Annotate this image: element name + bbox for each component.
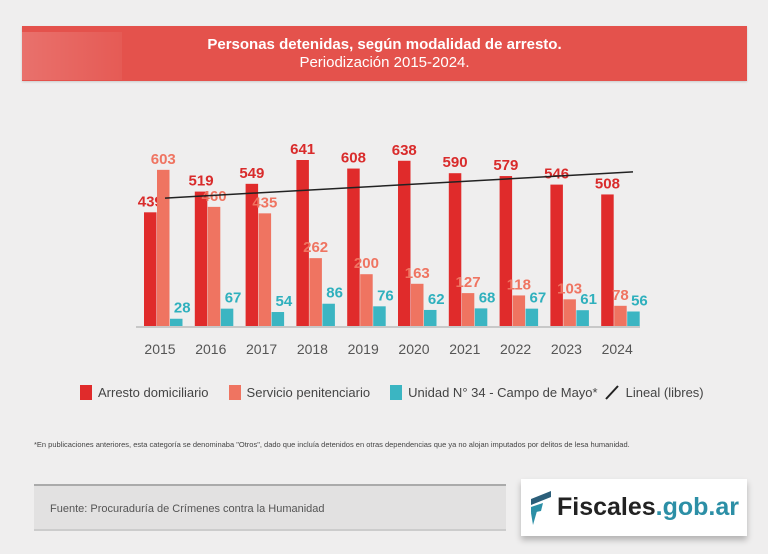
data-label: 118: [507, 276, 531, 293]
bar: [258, 213, 272, 326]
bar: [474, 308, 488, 326]
bar: [360, 274, 373, 326]
bar: [144, 212, 157, 326]
data-label: 103: [557, 280, 582, 297]
legend-label: Lineal (libres): [625, 384, 704, 400]
bar: [550, 184, 563, 326]
bar: [601, 194, 614, 326]
footnote: *En publicaciones anteriores, esta categ…: [34, 440, 630, 449]
data-label: 56: [631, 292, 648, 309]
data-label: 641: [290, 141, 315, 158]
source-note: Fuente: Procuraduría de Crímenes contra …: [34, 484, 506, 531]
logo-f-icon: [530, 490, 551, 525]
bar: [373, 306, 386, 326]
bar: [411, 283, 424, 326]
data-label: 519: [189, 173, 214, 190]
data-label: 608: [341, 150, 366, 167]
data-label: 638: [392, 142, 417, 159]
legend-swatch-servicio: [228, 384, 241, 400]
bar: [207, 206, 221, 326]
data-label: 67: [530, 290, 547, 307]
bar: [627, 311, 640, 326]
x-tick-label: 2019: [348, 341, 379, 357]
bar: [525, 308, 539, 326]
data-label: 549: [239, 165, 264, 182]
bar: [563, 299, 576, 326]
data-label: 62: [428, 291, 445, 308]
x-tick-label: 2021: [449, 341, 480, 357]
data-label: 546: [544, 166, 569, 183]
trendline-legend-icon: [604, 385, 619, 400]
x-tick-label: 2023: [551, 341, 582, 357]
data-label: 262: [303, 239, 328, 256]
bar: [296, 160, 309, 326]
title-banner: Personas detenidas, según modalidad de a…: [22, 26, 747, 81]
x-tick-label: 2016: [195, 341, 226, 357]
data-label: 127: [456, 274, 481, 291]
data-label: 439: [138, 193, 163, 210]
bar: [512, 295, 526, 326]
data-label: 163: [405, 265, 430, 282]
data-label: 67: [225, 290, 242, 307]
data-label: 508: [595, 175, 620, 192]
banner-decoration: [22, 32, 122, 80]
x-tick-label: 2018: [297, 341, 328, 357]
data-label: 68: [479, 289, 496, 306]
bar: [309, 258, 322, 326]
bar: [614, 305, 627, 326]
fiscales-logo: Fiscales .gob.ar: [521, 479, 747, 536]
bar: [424, 309, 437, 326]
chart-subtitle: Periodización 2015-2024.: [299, 54, 470, 71]
bar: [170, 318, 183, 326]
bar: [398, 160, 411, 326]
data-label: 28: [174, 300, 191, 317]
bar: [194, 191, 208, 326]
bar: [220, 308, 234, 326]
x-tick-label: 2017: [246, 341, 277, 357]
data-label: 61: [580, 291, 597, 308]
chart-title: Personas detenidas, según modalidad de a…: [207, 36, 562, 53]
bar: [499, 176, 513, 326]
bar: [448, 173, 462, 326]
bar: [461, 293, 475, 326]
bar: [322, 303, 335, 326]
data-label: 603: [151, 151, 176, 168]
x-tick-label: 2022: [500, 341, 531, 357]
legend-label: Arresto domiciliario: [98, 384, 209, 400]
data-label: 54: [276, 293, 293, 310]
x-tick-label: 2020: [398, 341, 429, 357]
bar: [157, 169, 170, 326]
legend-label: Servicio penitenciario: [246, 384, 371, 400]
data-label: 579: [493, 157, 518, 174]
logo-domain: .gob.ar: [655, 493, 740, 521]
data-label: 78: [612, 287, 629, 304]
logo-main: Fiscales: [556, 493, 656, 521]
bar: [271, 312, 285, 326]
data-label: 435: [252, 194, 277, 211]
legend-swatch-unidad: [390, 384, 403, 400]
data-label: 86: [326, 285, 343, 302]
trendline: [164, 171, 634, 199]
legend-label: Unidad N° 34 - Campo de Mayo*: [408, 384, 598, 400]
x-tick-label: 2015: [144, 341, 175, 357]
legend-swatch-arresto: [80, 384, 92, 400]
data-label: 460: [202, 188, 227, 205]
bar: [576, 310, 589, 326]
data-label: 590: [443, 154, 468, 171]
data-label: 76: [377, 287, 394, 304]
bar: [347, 168, 360, 326]
legend: Arresto domiciliario Servicio penitencia…: [66, 384, 704, 400]
bar: [245, 183, 259, 326]
data-label: 200: [354, 255, 379, 272]
x-tick-label: 2024: [602, 341, 633, 357]
